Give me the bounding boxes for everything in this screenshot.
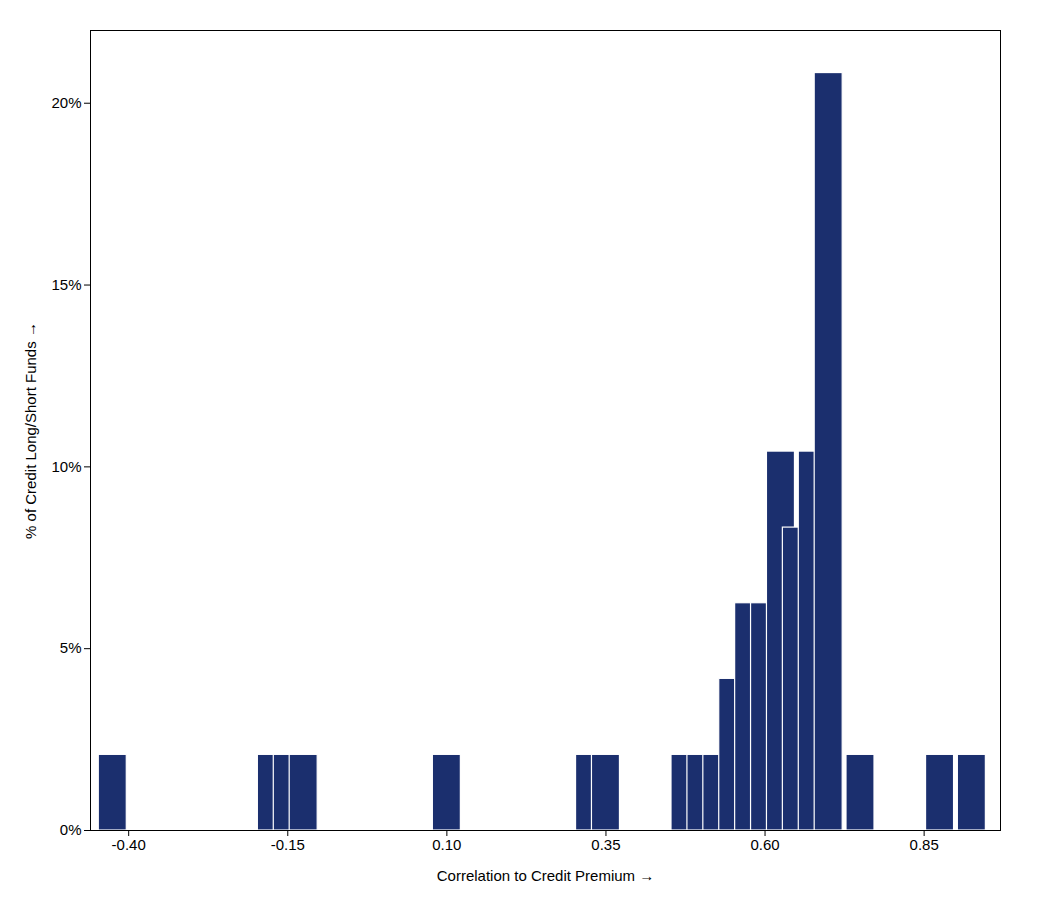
svg-text:Correlation to Credit Premium: Correlation to Credit Premium →	[437, 867, 655, 884]
svg-text:0.60: 0.60	[750, 836, 779, 853]
svg-text:15%: 15%	[51, 276, 81, 293]
svg-text:20%: 20%	[51, 94, 81, 111]
svg-text:% of Credit Long/Short Funds →: % of Credit Long/Short Funds →	[22, 322, 39, 539]
svg-text:0%: 0%	[60, 821, 82, 838]
svg-text:0.85: 0.85	[910, 836, 939, 853]
svg-text:-0.15: -0.15	[271, 836, 305, 853]
svg-text:0.35: 0.35	[591, 836, 620, 853]
svg-text:5%: 5%	[60, 639, 82, 656]
svg-text:10%: 10%	[51, 458, 81, 475]
svg-text:0.10: 0.10	[432, 836, 461, 853]
svg-text:-0.40: -0.40	[112, 836, 146, 853]
